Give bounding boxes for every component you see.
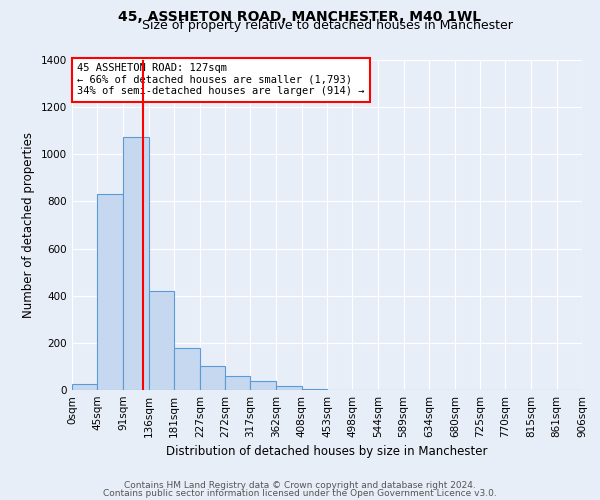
- Bar: [174, 348, 200, 390]
- Text: 45 ASSHETON ROAD: 127sqm
← 66% of detached houses are smaller (1,793)
34% of sem: 45 ASSHETON ROAD: 127sqm ← 66% of detach…: [77, 64, 365, 96]
- Text: Contains HM Land Registry data © Crown copyright and database right 2024.: Contains HM Land Registry data © Crown c…: [124, 481, 476, 490]
- Bar: [276, 386, 302, 390]
- Title: Size of property relative to detached houses in Manchester: Size of property relative to detached ho…: [142, 20, 512, 32]
- Bar: [200, 366, 225, 390]
- Text: 45, ASSHETON ROAD, MANCHESTER, M40 1WL: 45, ASSHETON ROAD, MANCHESTER, M40 1WL: [118, 10, 482, 24]
- Bar: [149, 291, 174, 390]
- Bar: [302, 389, 327, 390]
- Y-axis label: Number of detached properties: Number of detached properties: [22, 132, 35, 318]
- Text: Contains public sector information licensed under the Open Government Licence v3: Contains public sector information licen…: [103, 488, 497, 498]
- X-axis label: Distribution of detached houses by size in Manchester: Distribution of detached houses by size …: [166, 446, 488, 458]
- Bar: [123, 136, 149, 390]
- Bar: [72, 384, 97, 390]
- Bar: [225, 376, 250, 390]
- Bar: [97, 194, 123, 390]
- Bar: [250, 380, 276, 390]
